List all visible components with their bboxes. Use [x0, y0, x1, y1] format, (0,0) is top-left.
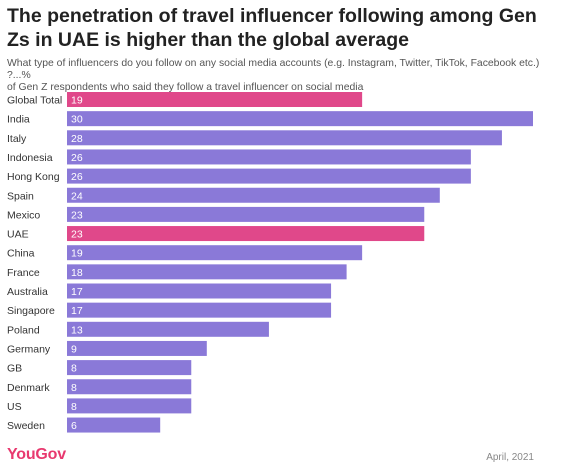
value-label-china: 19	[71, 248, 83, 260]
bar-singapore	[67, 302, 332, 318]
bar-china	[67, 245, 363, 261]
value-label-indonesia: 26	[71, 152, 83, 164]
value-label-hong-kong: 26	[71, 171, 83, 183]
bar-india	[67, 111, 533, 127]
category-label-singapore: Singapore	[7, 305, 55, 317]
category-label-uae: UAE	[7, 229, 29, 241]
category-label-us: US	[7, 401, 22, 413]
value-label-australia: 17	[71, 286, 83, 298]
bar-gb	[67, 360, 192, 376]
chart-title: The penetration of travel influencer fol…	[7, 5, 537, 51]
bar-poland	[67, 321, 269, 337]
category-label-indonesia: Indonesia	[7, 152, 53, 164]
bar-sweden	[67, 417, 161, 433]
category-label-italy: Italy	[7, 133, 27, 145]
category-label-india: India	[7, 114, 30, 126]
bar-spain	[67, 187, 440, 203]
bar-uae	[67, 226, 425, 242]
value-label-india: 30	[71, 114, 83, 126]
bar-us	[67, 398, 192, 414]
category-label-sweden: Sweden	[7, 420, 45, 432]
bar-hong-kong	[67, 168, 471, 184]
bar-italy	[67, 130, 502, 146]
bar-germany	[67, 340, 207, 356]
value-label-denmark: 8	[71, 382, 77, 394]
subtitle-line-1: What type of influencers do you follow o…	[7, 58, 540, 81]
value-label-poland: 13	[71, 324, 83, 336]
value-label-gb: 8	[71, 363, 77, 375]
bar-global-total	[67, 92, 363, 107]
value-label-italy: 28	[71, 133, 83, 145]
category-label-france: France	[7, 267, 40, 279]
category-label-denmark: Denmark	[7, 382, 50, 394]
subtitle-line-2: of Gen Z respondents who said they follo…	[7, 82, 364, 93]
category-label-china: China	[7, 248, 35, 260]
category-label-mexico: Mexico	[7, 209, 40, 221]
category-label-australia: Australia	[7, 286, 48, 298]
value-label-mexico: 23	[71, 209, 83, 221]
bar-australia	[67, 283, 332, 299]
category-label-spain: Spain	[7, 190, 34, 202]
date-label: April, 2021	[486, 452, 534, 463]
value-label-germany: 9	[71, 343, 77, 355]
value-label-us: 8	[71, 401, 77, 413]
value-label-france: 18	[71, 267, 83, 279]
value-label-global-total: 19	[71, 95, 83, 107]
bar-france	[67, 264, 347, 280]
category-label-hong-kong: Hong Kong	[7, 171, 60, 183]
bar-denmark	[67, 379, 192, 395]
bar-mexico	[67, 206, 425, 222]
value-label-singapore: 17	[71, 305, 83, 317]
category-label-germany: Germany	[7, 343, 51, 355]
category-label-poland: Poland	[7, 324, 40, 336]
category-label-global-total: Global Total	[7, 95, 62, 107]
value-label-spain: 24	[71, 190, 83, 202]
value-label-sweden: 6	[71, 420, 77, 432]
bar-indonesia	[67, 149, 471, 165]
category-label-gb: GB	[7, 363, 22, 375]
chart-subtitle: What type of influencers do you follow o…	[7, 58, 557, 94]
value-label-uae: 23	[71, 229, 83, 241]
yougov-logo: YouGov	[7, 446, 66, 463]
